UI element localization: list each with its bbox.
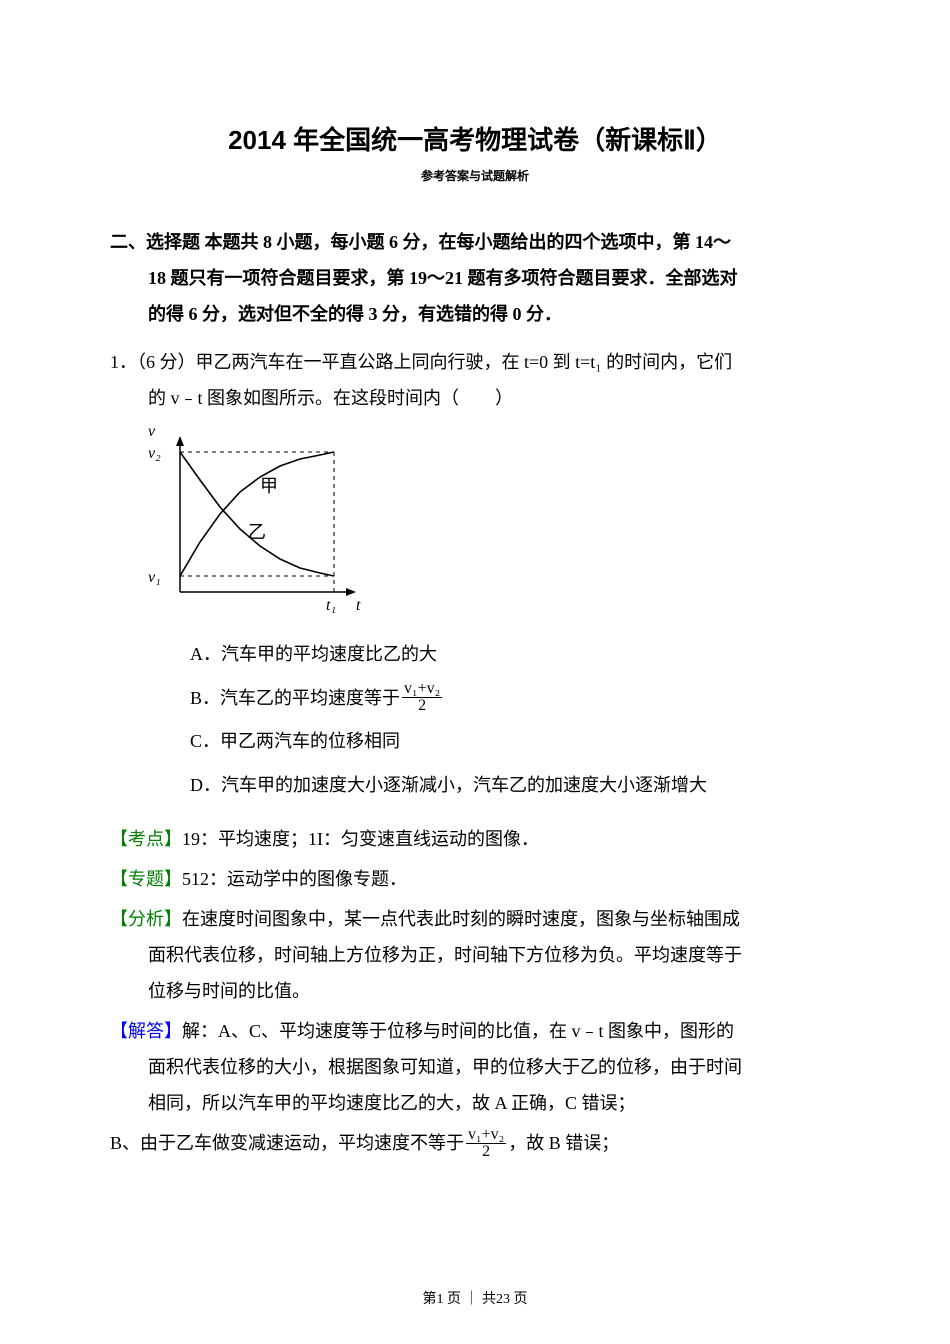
question-stem: 1．（6 分）甲乙两汽车在一平直公路上同向行驶，在 t=0 到 t=t₁ 的时间…	[110, 344, 840, 416]
fenxi-label: 【分析】	[110, 909, 182, 929]
choice-b-fraction: v₁+v₂2	[402, 681, 442, 714]
svg-text:乙: 乙	[248, 522, 266, 542]
zhuanti-label: 【专题】	[110, 869, 182, 889]
footer-mid: 页	[447, 1292, 465, 1307]
question-line1: 甲乙两汽车在一平直公路上同向行驶，在 t=0 到 t=t₁ 的时间内，它们	[196, 352, 733, 372]
svg-text:t: t	[356, 597, 361, 614]
footer-total: 23	[496, 1292, 510, 1307]
jieda-l3: 相同，所以汽车甲的平均速度比乙的大，故 A 正确，C 错误；	[110, 1085, 840, 1121]
jieda-b-fraction: v₁+v₂2	[466, 1127, 506, 1160]
question-line2: 的 v﹣t 图象如图所示。在这段时间内（ ）	[110, 380, 840, 416]
fenxi-block: 【分析】在速度时间图象中，某一点代表此时刻的瞬时速度，图象与坐标轴围成	[110, 901, 840, 937]
kaodian-label: 【考点】	[110, 829, 182, 849]
svg-text:t₁: t₁	[326, 597, 336, 614]
jieda-b-line: B、由于乙车做变减速运动，平均速度不等于v₁+v₂2，故 B 错误；	[110, 1125, 840, 1161]
page-title: 2014 年全国统一高考物理试卷（新课标Ⅱ）	[110, 120, 840, 157]
choice-d: D．汽车甲的加速度大小逐渐减小，汽车乙的加速度大小逐渐增大	[190, 766, 840, 806]
fenxi-l3: 位移与时间的比值。	[110, 973, 840, 1009]
question-number: 1．（6 分）	[110, 352, 196, 372]
jieda-b-frac-den: 2	[466, 1144, 506, 1160]
section-heading-line1: 二、选择题 本题共 8 小题，每小题 6 分，在每小题给出的四个选项中，第 14…	[110, 232, 731, 252]
page-subtitle: 参考答案与试题解析	[110, 167, 840, 184]
kaodian-line: 【考点】19：平均速度；1I：匀变速直线运动的图像．	[110, 821, 840, 857]
kaodian-text: 19：平均速度；1I：匀变速直线运动的图像．	[182, 829, 539, 849]
jieda-l1: 解：A、C、平均速度等于位移与时间的比值，在 v﹣t 图象中，图形的	[182, 1021, 734, 1041]
section-heading-line3: 的得 6 分，选对但不全的得 3 分，有选错的得 0 分．	[110, 296, 840, 332]
footer-sep: ｜ 共	[465, 1292, 497, 1307]
vt-chart: v v₂ v₁ t₁ t 甲乙	[130, 422, 840, 627]
choice-a: A．汽车甲的平均速度比乙的大	[190, 635, 840, 675]
choice-b-frac-den: 2	[402, 698, 442, 714]
section-line1-rest: 本题共 8 小题，每小题 6 分，在每小题给出的四个选项中，第 14～	[205, 232, 732, 252]
page: 2014 年全国统一高考物理试卷（新课标Ⅱ） 参考答案与试题解析 二、选择题 本…	[0, 0, 950, 1344]
section-prefix: 二、选择题	[110, 232, 205, 252]
choice-list: A．汽车甲的平均速度比乙的大 B．汽车乙的平均速度等于v₁+v₂2 C．甲乙两汽…	[110, 635, 840, 805]
jieda-b-frac-num: v₁+v₂	[466, 1127, 506, 1144]
jieda-l2: 面积代表位移的大小，根据图象可知道，甲的位移大于乙的位移，由于时间	[110, 1049, 840, 1085]
footer-prefix: 第	[423, 1292, 437, 1307]
choice-b: B．汽车乙的平均速度等于v₁+v₂2	[190, 679, 840, 719]
zhuanti-line: 【专题】512：运动学中的图像专题．	[110, 861, 840, 897]
jieda-label: 【解答】	[110, 1021, 182, 1041]
footer-suffix: 页	[514, 1292, 528, 1307]
svg-text:甲: 甲	[260, 476, 278, 496]
fenxi-l2: 面积代表位移，时间轴上方位移为正，时间轴下方位移为负。平均速度等于	[110, 937, 840, 973]
footer-page: 1	[437, 1292, 444, 1307]
page-footer: 第1 页 ｜ 共23 页	[0, 1288, 950, 1308]
zhuanti-text: 512：运动学中的图像专题．	[182, 869, 407, 889]
svg-text:v₁: v₁	[148, 569, 161, 586]
jieda-b-suffix: ，故 B 错误；	[508, 1133, 619, 1153]
jieda-b-prefix: B、由于乙车做变减速运动，平均速度不等于	[110, 1133, 464, 1153]
svg-text:v₂: v₂	[148, 445, 161, 462]
svg-text:v: v	[148, 423, 156, 440]
jieda-block: 【解答】解：A、C、平均速度等于位移与时间的比值，在 v﹣t 图象中，图形的	[110, 1013, 840, 1049]
choice-b-frac-num: v₁+v₂	[402, 681, 442, 698]
choice-b-prefix: B．汽车乙的平均速度等于	[190, 688, 400, 708]
choice-c: C．甲乙两汽车的位移相同	[190, 722, 840, 762]
fenxi-l1: 在速度时间图象中，某一点代表此时刻的瞬时速度，图象与坐标轴围成	[182, 909, 740, 929]
section-heading: 二、选择题 本题共 8 小题，每小题 6 分，在每小题给出的四个选项中，第 14…	[110, 224, 840, 332]
section-heading-line2: 18 题只有一项符合题目要求，第 19～21 题有多项符合题目要求．全部选对	[110, 260, 840, 296]
vt-chart-svg: v v₂ v₁ t₁ t 甲乙	[130, 422, 370, 622]
